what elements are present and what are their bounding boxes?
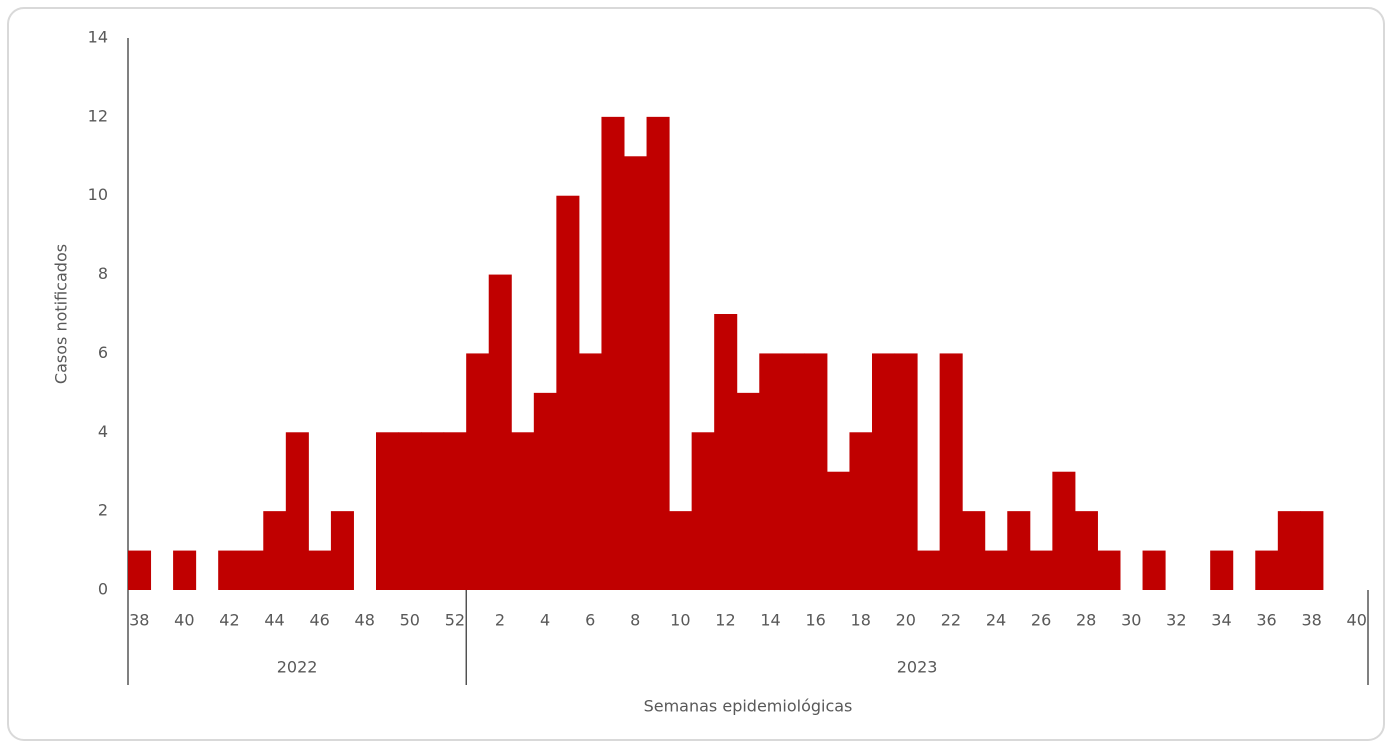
bar: [1074, 511, 1098, 590]
bar: [511, 432, 535, 590]
bar: [263, 511, 287, 590]
bar: [1097, 550, 1121, 590]
x-tick-label: 36: [1256, 611, 1276, 630]
x-tick-label: 50: [400, 611, 420, 630]
x-tick-label: 24: [986, 611, 1006, 630]
bar: [669, 511, 693, 590]
x-tick-label: 40: [174, 611, 194, 630]
x-tick-label: 38: [1301, 611, 1321, 630]
x-tick-label: 20: [896, 611, 916, 630]
y-tick-label: 0: [98, 580, 108, 599]
bar: [691, 432, 715, 590]
y-tick-label: 6: [98, 343, 108, 362]
x-tick-label: 40: [1347, 611, 1367, 630]
bar: [714, 314, 738, 590]
x-tick-label: 18: [851, 611, 871, 630]
bar: [218, 550, 242, 590]
bar: [443, 432, 467, 590]
bar: [826, 471, 850, 590]
y-tick-label: 10: [88, 185, 108, 204]
x-tick-label: 14: [760, 611, 780, 630]
y-tick-label: 2: [98, 501, 108, 520]
y-axis-title: Casos notificados: [52, 244, 71, 384]
bar: [533, 392, 557, 590]
bar: [578, 353, 602, 590]
x-tick-label: 52: [445, 611, 465, 630]
bar: [939, 353, 963, 590]
bar: [917, 550, 941, 590]
x-axis-title: Semanas epidemiológicas: [644, 697, 853, 716]
bar: [781, 353, 805, 590]
bar: [984, 550, 1008, 590]
x-tick-label: 8: [630, 611, 640, 630]
y-tick-label: 14: [88, 28, 108, 47]
bar: [398, 432, 422, 590]
bar: [736, 392, 760, 590]
bar: [624, 156, 648, 591]
bar: [1300, 511, 1324, 590]
x-tick-label: 4: [540, 611, 550, 630]
x-tick-label: 48: [355, 611, 375, 630]
group-label: 2022: [277, 658, 318, 677]
bar: [849, 432, 873, 590]
bar: [804, 353, 828, 590]
x-tick-label: 42: [219, 611, 239, 630]
x-tick-label: 30: [1121, 611, 1141, 630]
x-tick-label: 38: [129, 611, 149, 630]
x-tick-label: 34: [1211, 611, 1231, 630]
x-tick-label: 28: [1076, 611, 1096, 630]
x-tick-label: 22: [941, 611, 961, 630]
bar: [421, 432, 445, 590]
bar: [173, 550, 197, 590]
x-tick-label: 46: [309, 611, 329, 630]
x-tick-label: 26: [1031, 611, 1051, 630]
bar: [285, 432, 309, 590]
x-tick-label: 10: [670, 611, 690, 630]
bar: [1255, 550, 1279, 590]
bar: [872, 353, 896, 590]
x-tick-label: 2: [495, 611, 505, 630]
bar: [240, 550, 264, 590]
bar: [1029, 550, 1053, 590]
bar: [1052, 471, 1076, 590]
x-tick-label: 16: [805, 611, 825, 630]
bar: [466, 353, 490, 590]
x-tick-label: 12: [715, 611, 735, 630]
y-tick-label: 4: [98, 422, 108, 441]
bar: [556, 195, 580, 590]
bar: [1277, 511, 1301, 590]
bar: [759, 353, 783, 590]
group-label: 2023: [897, 658, 938, 677]
x-tick-label: 32: [1166, 611, 1186, 630]
bar: [962, 511, 986, 590]
bar: [894, 353, 918, 590]
y-tick-label: 12: [88, 106, 108, 125]
bar: [330, 511, 354, 590]
bar: [646, 116, 670, 590]
bar: [128, 550, 152, 590]
bar: [308, 550, 332, 590]
bar: [1142, 550, 1166, 590]
x-tick-label: 44: [264, 611, 284, 630]
bar: [1210, 550, 1234, 590]
y-tick-label: 8: [98, 264, 108, 283]
bar: [376, 432, 400, 590]
bar: [601, 116, 625, 590]
bar: [1007, 511, 1031, 590]
bar: [488, 274, 512, 590]
chart-frame: [7, 7, 1385, 741]
x-tick-label: 6: [585, 611, 595, 630]
